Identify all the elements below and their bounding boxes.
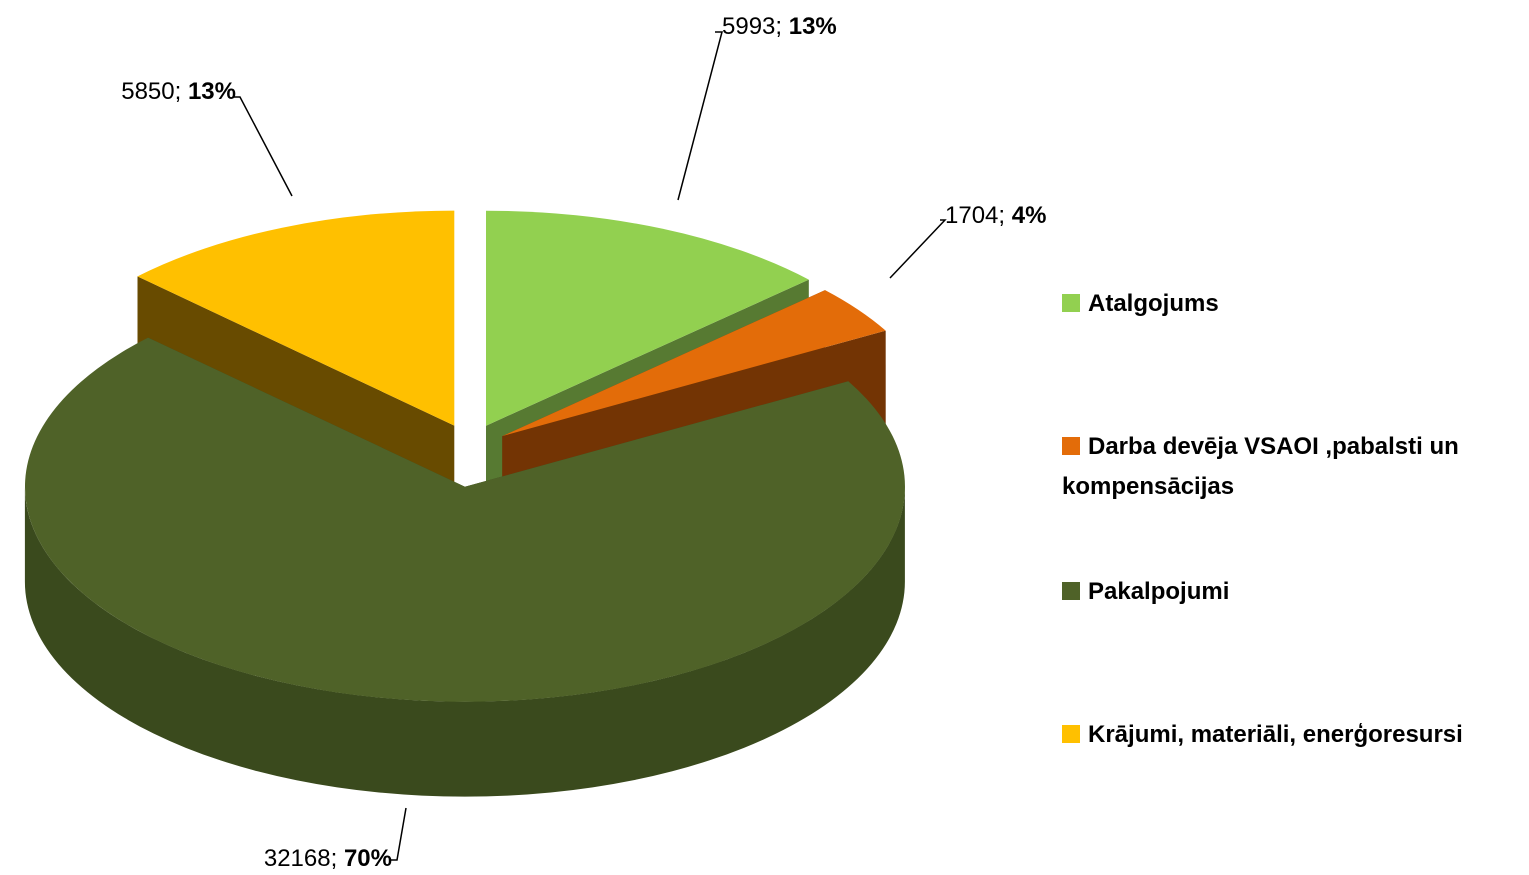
data-label-value: 32168 [264,845,331,872]
legend-swatch [1062,294,1080,312]
leader-line [390,807,407,861]
legend-entry: Atalgojums [1062,284,1522,324]
legend-swatch [1062,437,1080,455]
legend-entry: Darba devēja VSAOI ,pabalsti un kompensā… [1062,427,1522,507]
data-label-percent: 4% [1012,202,1047,229]
legend-label: Krājumi, materiāli, enerģoresursi [1088,721,1463,748]
slice [502,290,886,437]
slice [137,210,455,426]
data-label: 5850; 13% [121,78,236,105]
data-label: 32168; 70% [264,845,392,872]
data-label-separator: ; [331,845,344,872]
data-label-separator: ; [998,202,1011,229]
leader-line [234,96,293,197]
data-label-separator: ; [175,78,188,105]
data-label-percent: 13% [188,78,236,105]
data-label-value: 1704 [945,202,998,229]
slice [486,210,809,426]
data-label-percent: 70% [344,845,392,872]
slice-side [24,486,905,797]
leader-line [677,31,723,201]
slice [24,337,905,702]
legend-entry: Krājumi, materiāli, enerģoresursi [1062,715,1522,755]
leader-line [889,219,947,279]
legend-swatch [1062,582,1080,600]
legend-swatch [1062,725,1080,743]
legend-entry: Pakalpojumi [1062,572,1522,612]
data-label-percent: 13% [789,13,837,40]
legend-label: Pakalpojumi [1088,578,1230,605]
legend-label: Atalgojums [1088,290,1219,317]
data-label-value: 5850 [121,78,174,105]
data-label-value: 5993 [722,13,775,40]
data-label-separator: ; [775,13,788,40]
data-label: 1704; 4% [945,202,1046,229]
data-label: 5993; 13% [722,13,837,40]
legend-label: Darba devēja VSAOI ,pabalsti un kompensā… [1062,433,1459,500]
